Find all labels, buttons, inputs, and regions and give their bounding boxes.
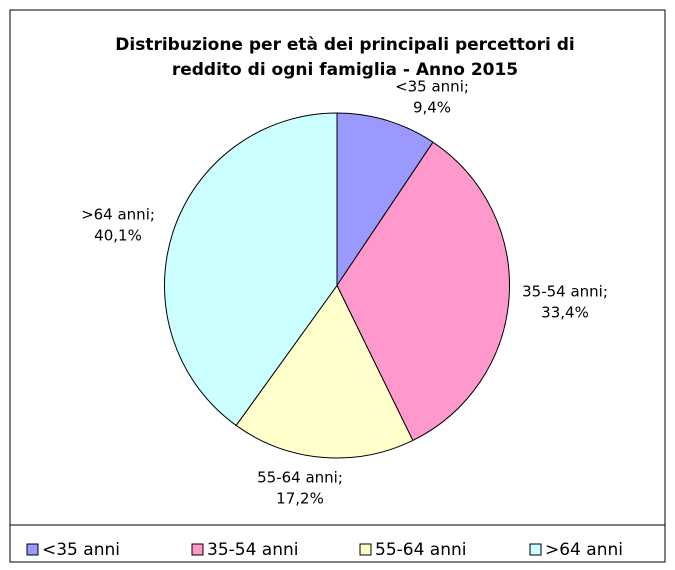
legend-swatch <box>191 543 204 556</box>
legend-label: 55-64 anni <box>375 540 467 560</box>
pie-slice <box>336 112 434 288</box>
data-label: 33,4% <box>541 304 589 322</box>
data-label: >64 anni; <box>81 206 155 224</box>
data-label: <35 anni; <box>395 78 469 96</box>
chart-title: reddito di ogni famiglia - Anno 2015 <box>172 60 518 80</box>
legend-label: >64 anni <box>545 540 623 560</box>
pie-slice <box>164 112 338 427</box>
data-label: 40,1% <box>94 227 142 245</box>
data-label: 35-54 anni; <box>522 283 608 301</box>
data-label: 55-64 anni; <box>257 469 343 487</box>
data-label: 17,2% <box>276 490 324 508</box>
legend-swatch <box>529 543 542 556</box>
pie-slice <box>235 284 414 459</box>
legend-label: <35 anni <box>42 540 120 560</box>
legend-label: 35-54 anni <box>207 540 299 560</box>
legend-frame <box>9 524 666 563</box>
legend-swatch <box>26 543 39 556</box>
chart-title: Distribuzione per età dei principali per… <box>115 35 574 55</box>
data-label: 9,4% <box>413 99 451 117</box>
legend-swatch <box>359 543 372 556</box>
pie-slice <box>336 141 510 442</box>
